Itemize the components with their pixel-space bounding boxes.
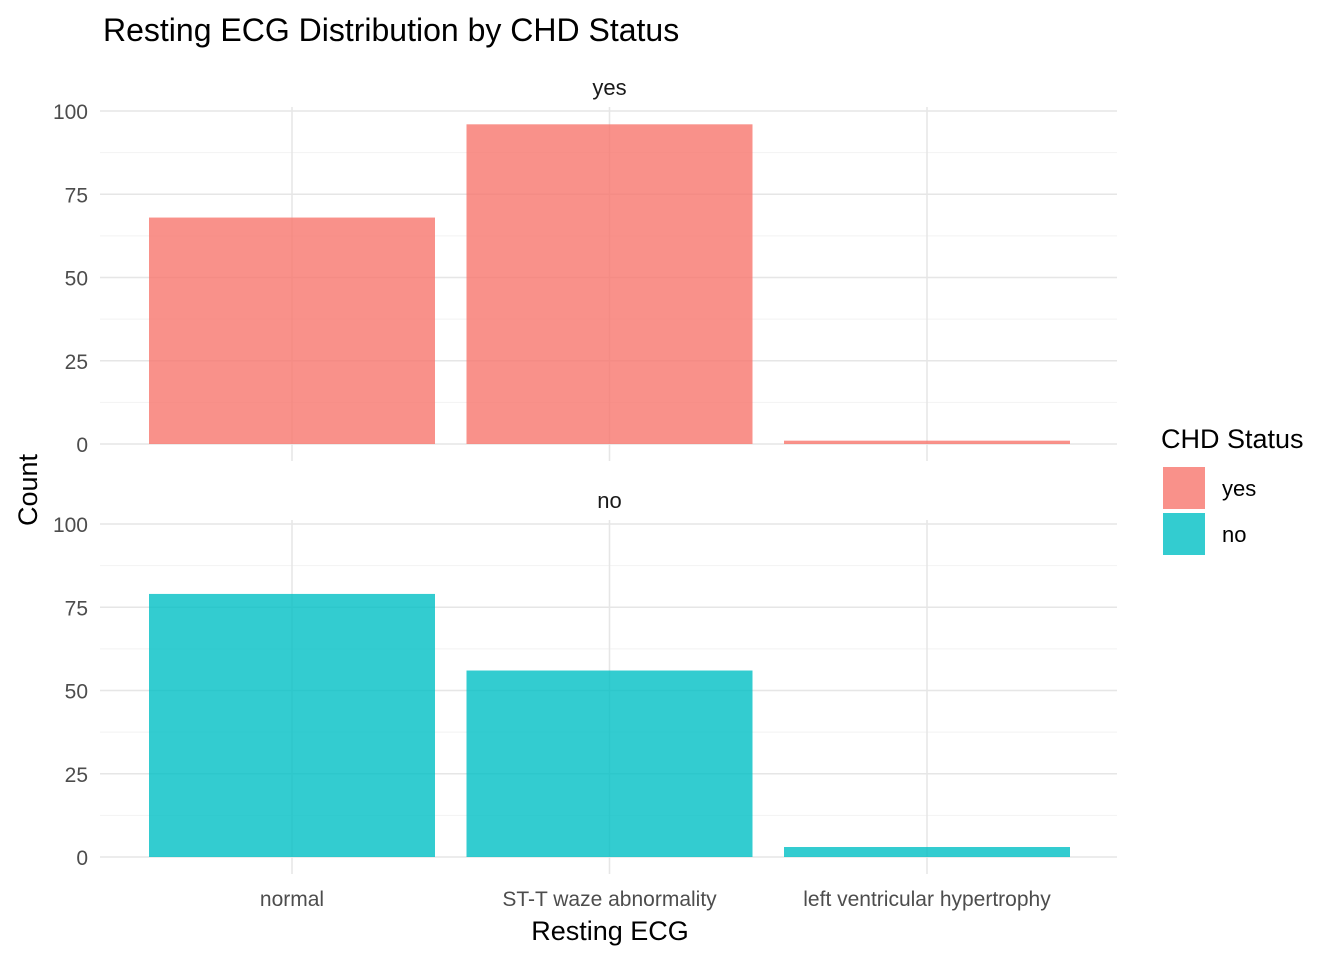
y-tick-label: 75 — [65, 184, 88, 207]
bar-no-2 — [466, 670, 753, 857]
legend: CHD Status yes no — [1161, 424, 1304, 555]
y-tick-label: 0 — [76, 434, 88, 457]
x-tick-label: ST-T waze abnormality — [502, 888, 717, 911]
legend-label: yes — [1222, 476, 1256, 501]
facet-panels: 0 25 50 75 100 yes 0 25 50 75 100 no normal ST-T waze… — [53, 75, 1117, 911]
y-tick-label: 50 — [65, 681, 88, 704]
facet-strip-label: no — [597, 488, 621, 513]
x-axis-ticks: normal ST-T waze abnormality left ventricu… — [260, 888, 1051, 911]
bar-yes-2 — [466, 124, 753, 444]
y-tick-label: 100 — [53, 101, 88, 124]
y-tick-label: 75 — [65, 597, 88, 620]
bar-no-3 — [784, 847, 1070, 857]
bar-no-1 — [149, 593, 435, 857]
y-tick-label: 0 — [76, 847, 88, 870]
y-tick-label: 50 — [65, 268, 88, 291]
bar-yes-1 — [149, 217, 435, 444]
facet-panel-no: 0 25 50 75 100 no — [53, 488, 1117, 874]
y-tick-label: 25 — [65, 764, 88, 787]
y-tick-label: 100 — [53, 514, 88, 537]
x-axis-title: Resting ECG — [531, 916, 689, 946]
x-tick-label: left ventricular hypertrophy — [803, 888, 1051, 911]
legend-key-no — [1163, 513, 1205, 555]
y-axis-title: Count — [13, 453, 43, 526]
legend-title: CHD Status — [1161, 424, 1304, 454]
legend-label: no — [1222, 522, 1246, 547]
facet-panel-yes: 0 25 50 75 100 yes — [53, 75, 1117, 461]
y-tick-label: 25 — [65, 351, 88, 374]
x-tick-label: normal — [260, 888, 324, 911]
legend-key-yes — [1163, 467, 1205, 509]
chart-title: Resting ECG Distribution by CHD Status — [103, 12, 679, 48]
facet-strip-label: yes — [592, 75, 626, 100]
bar-yes-3 — [784, 440, 1070, 444]
